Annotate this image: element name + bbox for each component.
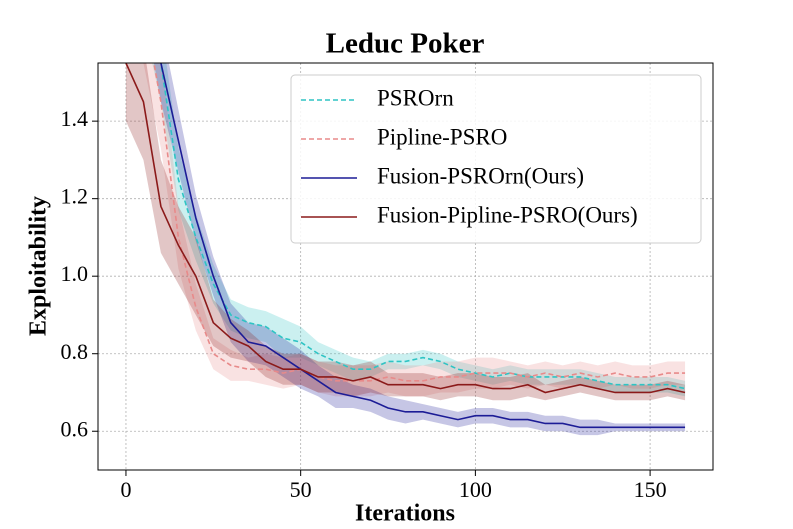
- series-line: [125, 63, 686, 394]
- y-tick-label: 0.8: [61, 339, 89, 364]
- legend-label: Fusion-Pipline-PSRO(Ours): [377, 202, 638, 227]
- series-line: [153, 63, 686, 382]
- chart-title: Leduc Poker: [326, 28, 485, 60]
- x-axis-label: Iterations: [355, 501, 455, 527]
- plot-area: [125, 63, 686, 436]
- y-tick-label: 0.6: [61, 416, 89, 441]
- series-line: [160, 63, 686, 429]
- x-tick-label: 100: [459, 477, 492, 502]
- error-band: [153, 63, 686, 436]
- legend-label: PSROrn: [377, 85, 454, 110]
- y-tick-label: 1.4: [61, 106, 89, 131]
- series-line: [160, 63, 686, 390]
- y-axis-label: Exploitability: [26, 196, 52, 336]
- x-tick-label: 150: [634, 477, 667, 502]
- x-tick-label: 0: [120, 477, 131, 502]
- x-tick-label: 50: [290, 477, 312, 502]
- y-tick-label: 1.0: [61, 261, 89, 286]
- legend-label: Fusion-PSROrn(Ours): [377, 163, 584, 188]
- legend-box: [290, 74, 702, 244]
- y-tick-label: 1.2: [61, 184, 89, 209]
- legend-label: Pipline-PSRO: [377, 124, 507, 149]
- plot-frame: [97, 62, 714, 471]
